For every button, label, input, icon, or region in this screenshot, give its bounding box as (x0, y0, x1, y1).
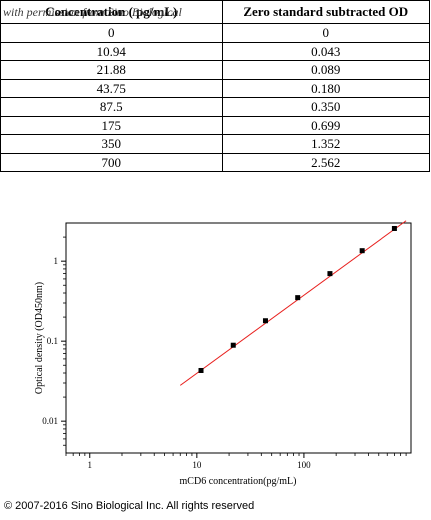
y-axis-title: Optical density (OD450nm) (34, 282, 45, 394)
cell-od: 0.350 (221, 97, 431, 117)
table-header-row: Concentration ( pg/mL) with permission f… (0, 0, 431, 24)
cell-od: 0.089 (221, 60, 431, 80)
table-row: 175 0.699 (0, 115, 431, 135)
cell-od: 0.043 (221, 41, 431, 61)
y-tick-label: 1 (54, 256, 59, 266)
table-row: 87.5 0.350 (0, 97, 431, 117)
data-point (198, 367, 204, 373)
cell-od: 1.352 (221, 134, 431, 154)
data-point (359, 248, 365, 254)
x-axis-title: mCD6 concentration(pg/mL) (180, 476, 297, 487)
regression-line (179, 220, 407, 386)
x-axis-ticks: 1 10 100 (65, 453, 407, 470)
table-header-concentration: Concentration ( pg/mL) with permission f… (0, 0, 223, 24)
table-row: 43.75 0.180 (0, 78, 431, 98)
fit-line-layer (179, 220, 407, 386)
x-tick-label: 1 (88, 460, 93, 470)
data-point (262, 318, 268, 324)
cell-od: 0.699 (221, 115, 431, 135)
standard-curve-chart: 1 10 100 0.01 0.1 1 mCD6 concentration(pg/mL… (34, 220, 412, 487)
data-point (391, 225, 397, 231)
header-label-concentration: Concentration ( pg/mL) (45, 4, 178, 19)
cell-od: 2.562 (221, 152, 431, 172)
cell-od: 0.180 (221, 78, 431, 98)
table-row: 700 2.562 (0, 152, 431, 172)
cell-concentration: 350 (0, 134, 223, 154)
x-tick-label: 100 (297, 460, 311, 470)
y-axis-ticks: 0.01 0.1 1 (42, 236, 66, 446)
copyright-notice: © 2007-2016 Sino Biological Inc. All rig… (4, 500, 255, 512)
data-point (327, 271, 333, 277)
data-point (295, 295, 301, 301)
cell-concentration: 43.75 (0, 78, 223, 98)
cell-concentration: 0 (0, 23, 223, 43)
table-row: 10.94 0.043 (0, 41, 431, 61)
data-points (198, 225, 397, 373)
y-tick-label: 0.01 (42, 416, 58, 426)
table-row: 21.88 0.089 (0, 60, 431, 80)
cell-concentration: 87.5 (0, 97, 223, 117)
plot-frame (65, 222, 412, 454)
table-row: 350 1.352 (0, 134, 431, 154)
cell-concentration: 175 (0, 115, 223, 135)
cell-od: 0 (221, 23, 431, 43)
standard-table: Concentration ( pg/mL) with permission f… (0, 0, 431, 172)
x-tick-label: 10 (192, 460, 202, 470)
table-header-od: Zero standard subtracted OD (221, 0, 431, 24)
cell-concentration: 10.94 (0, 41, 223, 61)
y-tick-label: 0.1 (47, 336, 58, 346)
cell-concentration: 21.88 (0, 60, 223, 80)
data-point (230, 342, 236, 348)
cell-concentration: 700 (0, 152, 223, 172)
